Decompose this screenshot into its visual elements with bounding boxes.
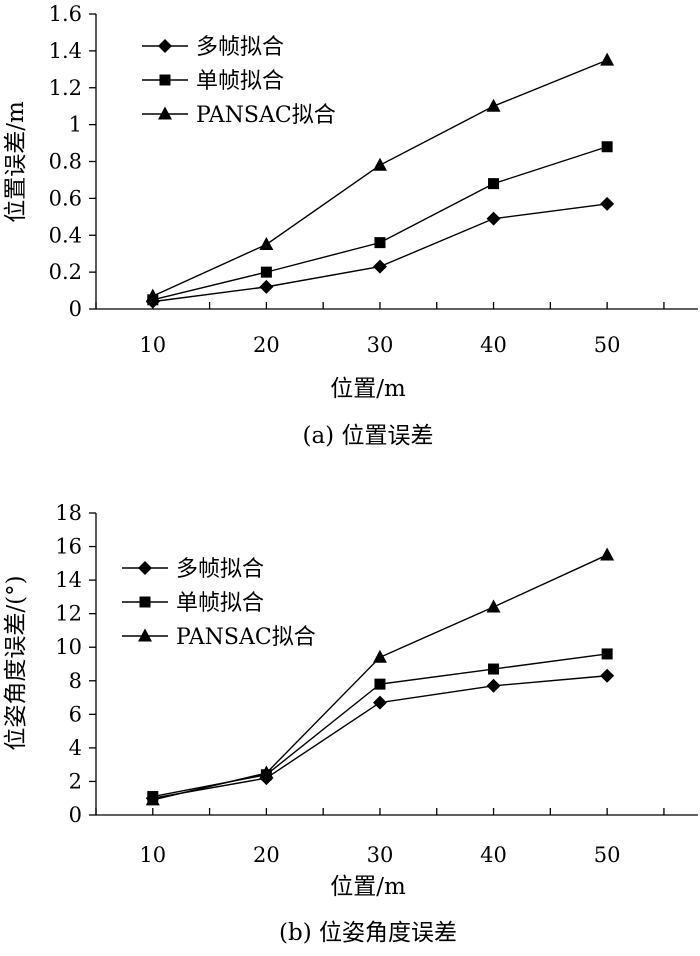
y-tick-label: 4 [69,736,82,760]
x-tick-label: 10 [139,333,166,357]
x-tick-label: 40 [480,843,507,867]
y-tick-label: 0.2 [49,260,82,284]
y-tick-label: 10 [55,635,82,659]
y-tick-label: 0 [69,297,82,321]
data-point-triangle [486,98,501,112]
data-point-triangle [372,649,387,663]
data-point-diamond [486,678,501,693]
x-tick-group: 10 20 30 40 50 [95,302,665,357]
data-point-triangle [600,547,615,561]
x-tick-label: 30 [367,843,394,867]
data-point-square [601,141,613,153]
x-tick-label: 40 [480,333,507,357]
y-tick-label: 6 [69,702,82,726]
series-line-1 [152,675,608,799]
legend-label: 多帧拟合 [176,557,264,582]
legend-label: PANSAC拟合 [176,625,316,650]
data-point-diamond [372,259,387,274]
y-tick-label: 18 [55,501,82,525]
y-tick-label: 2 [69,769,82,793]
y-tick-label: 1.6 [49,2,82,26]
data-point-triangle [372,157,387,171]
data-point-square [488,663,500,675]
y-tick-label: 1.2 [49,76,82,100]
legend-label: 多帧拟合 [196,35,284,60]
data-point-square [260,266,272,278]
data-point-diamond [372,695,387,710]
y-tick-label: 1.4 [49,39,82,63]
chart-caption: (b) 位姿角度误差 [279,920,457,946]
x-tick-label: 10 [139,843,166,867]
y-tick-label: 0.4 [49,223,82,247]
y-tick-label: 0 [69,803,82,827]
y-tick-label: 16 [55,535,82,559]
y-tick-label: 0.6 [49,186,82,210]
x-tick-group: 10 20 30 40 50 [95,808,665,867]
x-tick-label: 20 [253,333,280,357]
position-error-chart: 0 0.2 0.4 0.6 0.8 1 1.2 1.4 1.6 10 20 30 40 50 多帧拟合单… [3,2,698,449]
data-point-diamond [259,279,274,294]
data-point-diamond [600,668,615,683]
data-point-triangle [600,52,615,66]
data-point-square [374,678,386,690]
y-tick-label: 1 [69,113,82,137]
data-point-triangle [145,792,160,806]
series-group [145,52,615,309]
legend-marker-triangle [158,106,172,120]
x-axis-label: 位置/m [330,874,406,900]
data-point-triangle [145,288,160,302]
x-tick-label: 50 [594,843,621,867]
y-tick-group: 0 0.2 0.4 0.6 0.8 1 1.2 1.4 1.6 [49,2,96,321]
series-line-2 [152,653,608,798]
y-tick-label: 14 [55,568,82,592]
data-point-square [374,237,386,249]
x-tick-label: 50 [594,333,621,357]
data-point-square [601,648,613,660]
legend-label: PANSAC拟合 [196,103,336,128]
y-tick-label: 12 [55,602,82,626]
data-point-triangle [259,236,274,250]
legend-label: 单帧拟合 [176,591,264,616]
chart-caption: (a) 位置误差 [303,423,434,449]
y-axis-label: 位姿角度误差/(°) [3,575,29,750]
data-point-triangle [259,765,274,779]
legend-marker-diamond [158,39,172,53]
data-point-diamond [600,196,615,211]
data-point-diamond [486,211,501,226]
x-tick-label: 30 [367,333,394,357]
x-tick-label: 20 [253,843,280,867]
y-tick-label: 0.8 [49,150,82,174]
x-axis-label: 位置/m [330,376,406,402]
legend-label: 单帧拟合 [196,69,284,94]
legend-marker-diamond [138,561,152,575]
data-point-triangle [486,599,501,613]
legend-marker-square [139,596,151,608]
y-tick-group: 0 2 4 6 8 10 12 14 16 18 [55,501,96,827]
series-group [145,547,615,806]
y-axis-label: 位置误差/m [3,101,29,223]
data-point-square [488,178,500,190]
y-tick-label: 8 [69,669,82,693]
series-line-1 [152,203,608,303]
legend-marker-triangle [138,628,152,642]
legend-marker-square [159,74,171,86]
